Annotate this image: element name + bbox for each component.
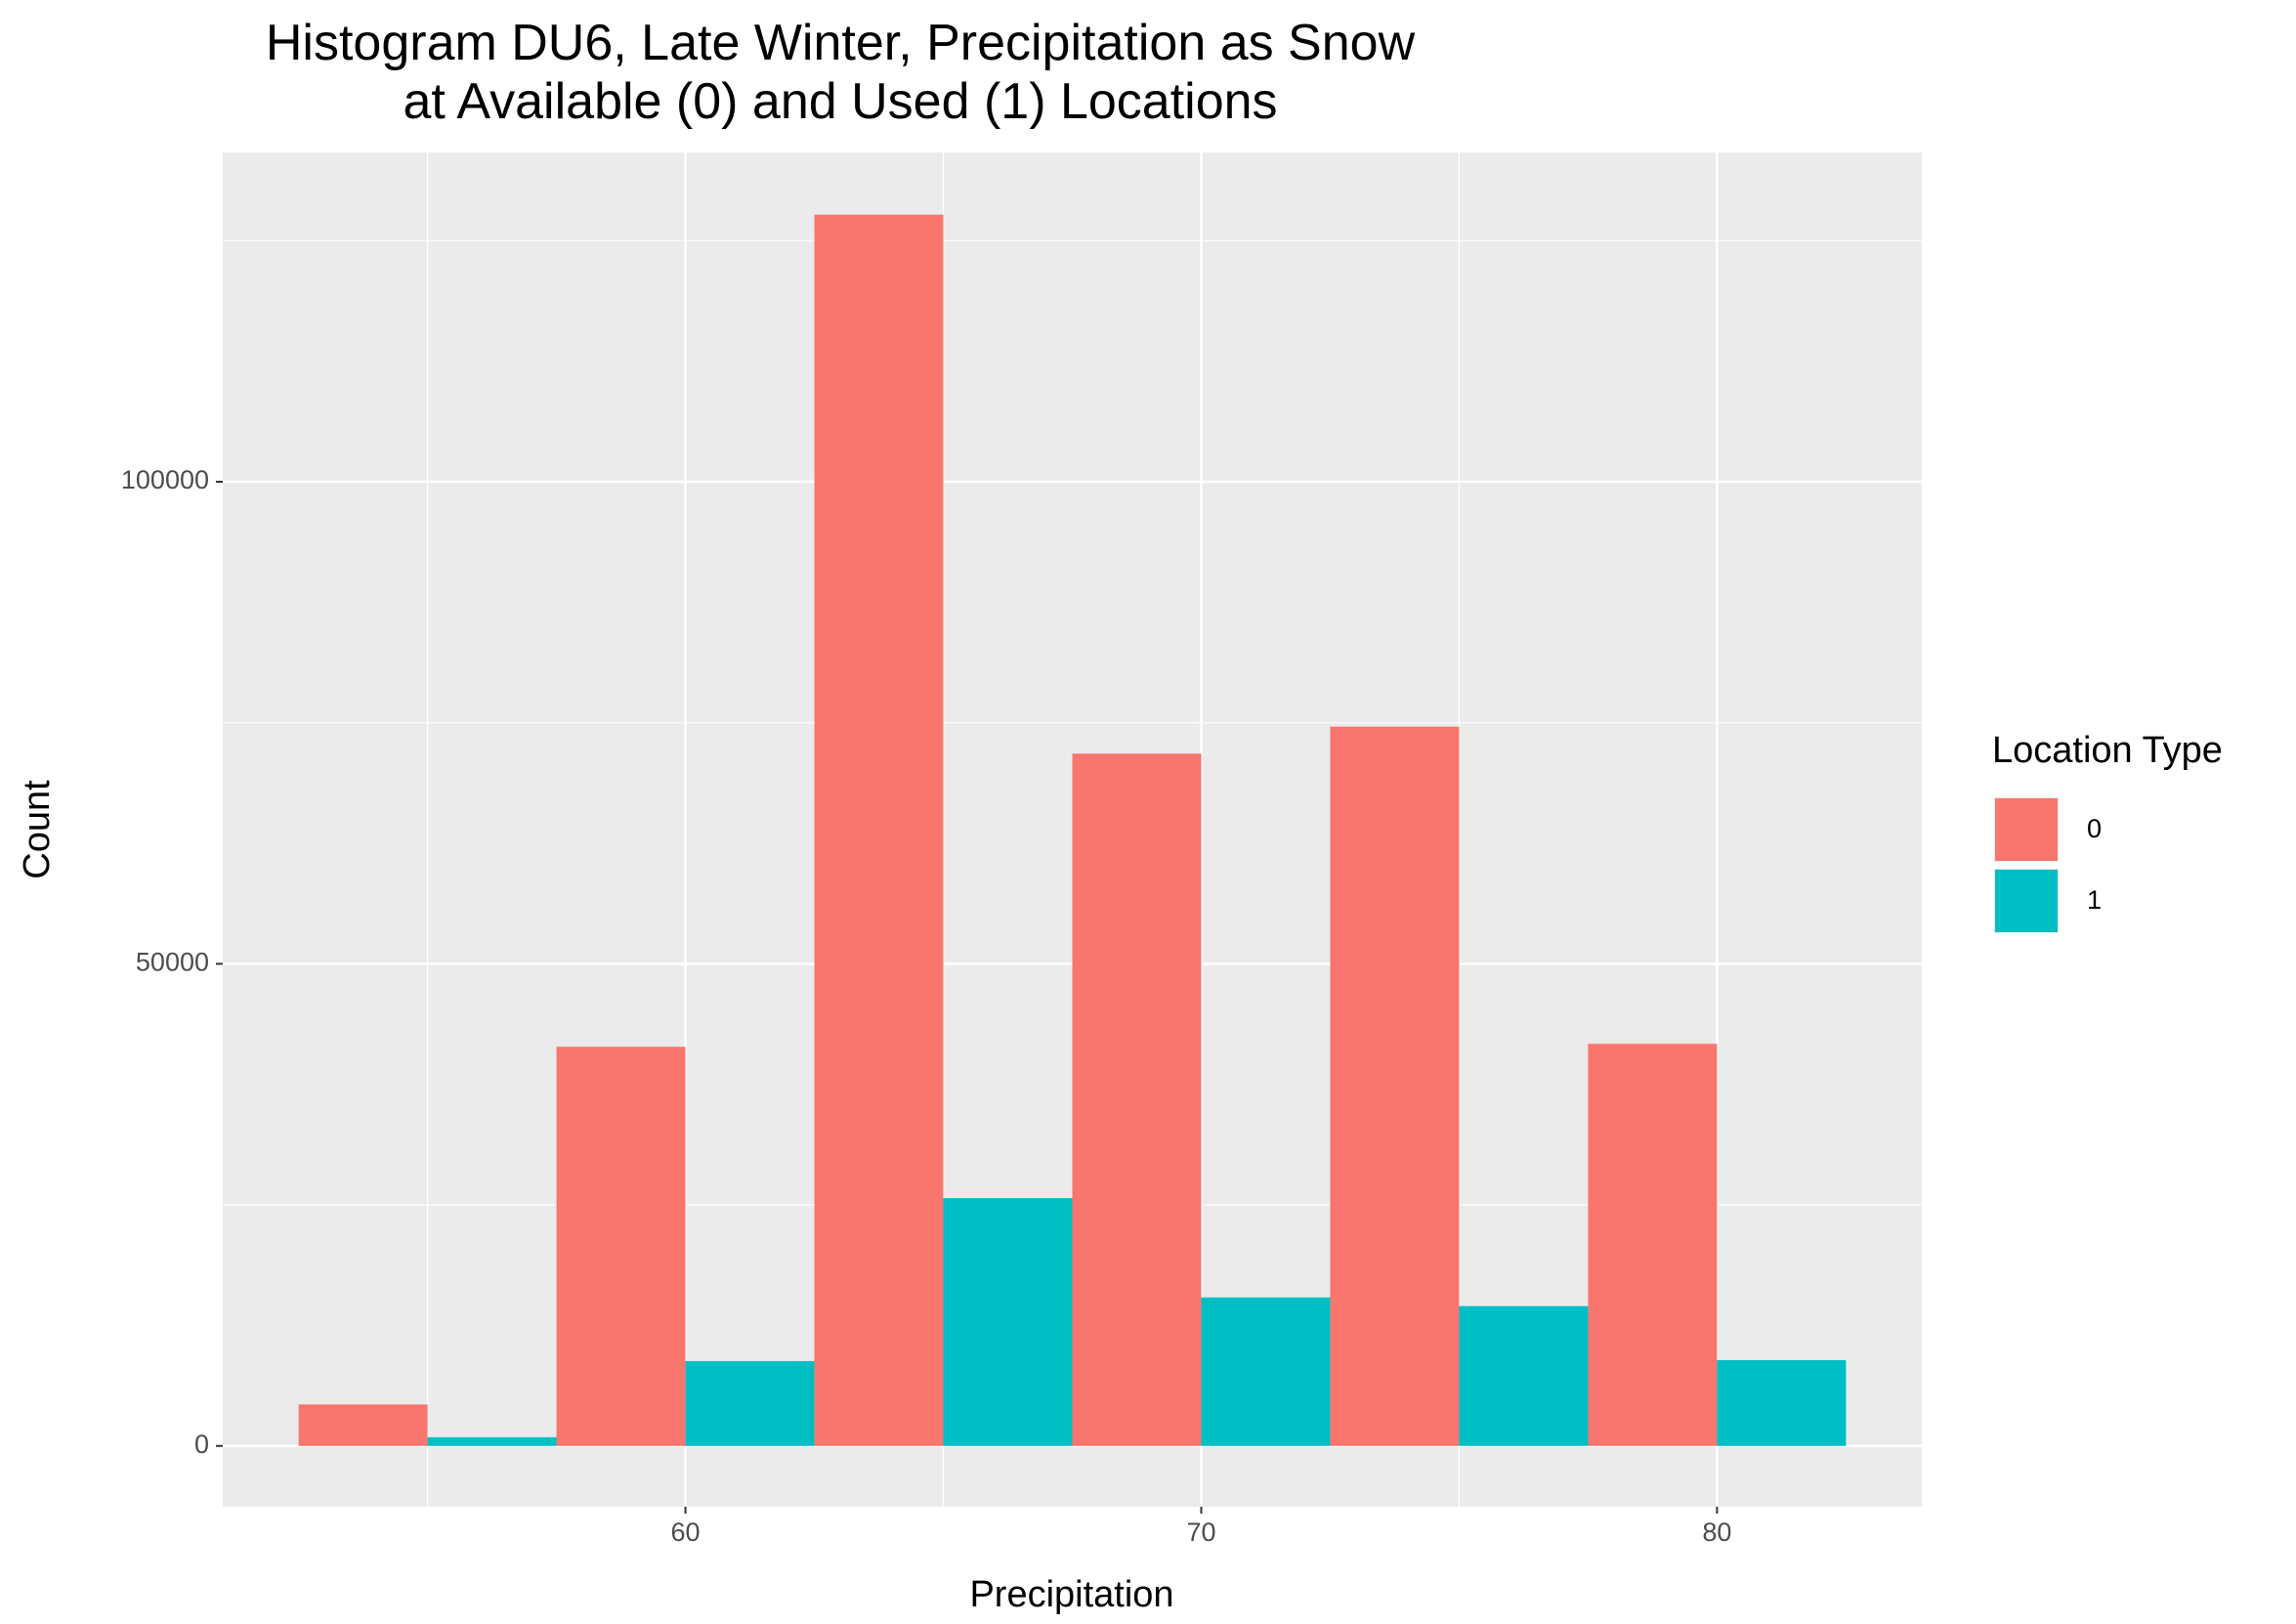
x-tick-label: 60 bbox=[671, 1517, 701, 1547]
y-axis-title: Count bbox=[17, 780, 58, 879]
x-tick-label: 70 bbox=[1186, 1517, 1215, 1547]
legend-swatch bbox=[1995, 870, 2058, 932]
legend-label: 1 bbox=[2087, 885, 2102, 915]
x-axis-title: Precipitation bbox=[969, 1574, 1173, 1615]
bar bbox=[1459, 1305, 1589, 1446]
bar bbox=[1588, 1044, 1718, 1446]
bar bbox=[1717, 1359, 1847, 1446]
y-tick-label: 0 bbox=[194, 1430, 209, 1459]
bar bbox=[943, 1198, 1073, 1446]
bar bbox=[427, 1436, 557, 1446]
bar bbox=[556, 1047, 686, 1446]
x-tick-label: 80 bbox=[1702, 1517, 1731, 1547]
bar bbox=[1201, 1297, 1331, 1446]
bar bbox=[298, 1404, 428, 1446]
legend-title: Location Type bbox=[1992, 730, 2223, 771]
bar bbox=[1072, 753, 1202, 1446]
legend-swatch bbox=[1995, 798, 2058, 861]
bar bbox=[814, 214, 944, 1446]
legend-label: 0 bbox=[2087, 814, 2102, 843]
y-tick-label: 50000 bbox=[136, 948, 209, 977]
chart-title: Histogram DU6, Late Winter, Precipitatio… bbox=[265, 15, 1416, 130]
y-tick-label: 100000 bbox=[121, 465, 209, 494]
bar bbox=[685, 1360, 815, 1446]
bar bbox=[1330, 726, 1460, 1446]
